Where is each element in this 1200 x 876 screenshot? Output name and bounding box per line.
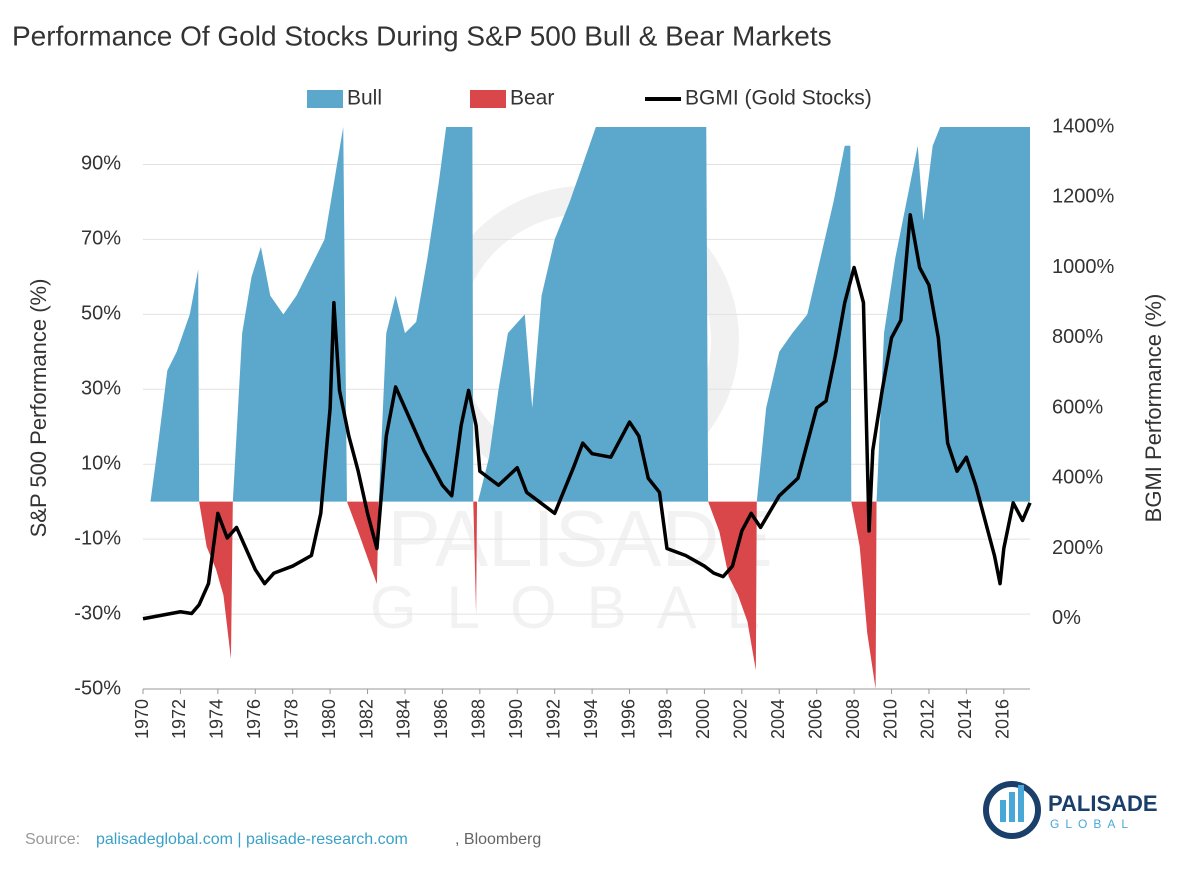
- logo-bar: [1000, 800, 1006, 822]
- y-tick-label: 90%: [81, 153, 121, 175]
- chart-title: Performance Of Gold Stocks During S&P 50…: [12, 20, 832, 51]
- source-prefix: Source:: [25, 831, 80, 848]
- logo-bar: [1018, 785, 1024, 822]
- line: [142, 213, 1032, 621]
- x-tick-label: 2006: [805, 699, 825, 739]
- x-tick-label: 2002: [731, 699, 751, 739]
- y-tick-label: -10%: [74, 527, 121, 549]
- x-tick-label: 1988: [469, 699, 489, 739]
- area: [150, 269, 200, 502]
- y-tick-label: 30%: [81, 378, 121, 400]
- legend-swatch: [307, 90, 343, 108]
- source-suffix: , Bloomberg: [455, 831, 541, 848]
- legend-label: Bear: [510, 87, 554, 110]
- x-tick-label: 1984: [394, 699, 414, 739]
- y2-axis-title: BGMI Performance (%): [1141, 294, 1166, 523]
- source-links[interactable]: palisadeglobal.com | palisade-research.c…: [96, 831, 408, 848]
- area: [756, 145, 852, 502]
- area: [199, 501, 233, 660]
- logo-bar: [1009, 792, 1015, 822]
- y2-tick-label: 600%: [1052, 396, 1103, 418]
- y2-tick-label: 0%: [1052, 607, 1081, 629]
- y2-tick-label: 800%: [1052, 326, 1103, 348]
- x-tick-label: 1982: [356, 699, 376, 739]
- y-tick-label: 50%: [81, 303, 121, 325]
- watermark-text: GLOBAL: [370, 574, 790, 641]
- y-tick-label: 70%: [81, 228, 121, 250]
- logo-name: PALISADE: [1048, 791, 1158, 816]
- x-tick-label: 1998: [656, 699, 676, 739]
- legend-label: Bull: [347, 87, 382, 110]
- x-tick-label: 2000: [693, 699, 713, 739]
- logo-sub: GLOBAL: [1050, 817, 1134, 831]
- x-tick-label: 2016: [993, 699, 1013, 739]
- x-tick-label: 1994: [581, 699, 601, 739]
- y-axis-title: S&P 500 Performance (%): [26, 279, 51, 538]
- x-tick-label: 1976: [244, 699, 264, 739]
- x-tick-label: 2004: [768, 699, 788, 739]
- area: [378, 127, 474, 502]
- area: [473, 501, 478, 615]
- y2-tick-label: 200%: [1052, 537, 1103, 559]
- y2-tick-label: 1000%: [1052, 256, 1114, 278]
- x-tick-label: 1978: [281, 699, 301, 739]
- y-tick-label: -30%: [74, 602, 121, 624]
- legend-label: BGMI (Gold Stocks): [685, 87, 872, 110]
- x-tick-label: 2014: [955, 699, 975, 739]
- x-tick-label: 1992: [543, 699, 563, 739]
- area: [232, 127, 347, 502]
- area: [708, 501, 757, 671]
- x-tick-label: 1970: [132, 699, 152, 739]
- x-tick-label: 2012: [918, 699, 938, 739]
- x-tick-label: 2008: [843, 699, 863, 739]
- area: [876, 127, 1030, 502]
- legend-swatch: [470, 90, 506, 108]
- x-tick-label: 1996: [618, 699, 638, 739]
- x-tick-label: 1974: [207, 699, 227, 739]
- area: [851, 501, 877, 689]
- x-tick-label: 1990: [506, 699, 526, 739]
- y2-tick-label: 400%: [1052, 467, 1103, 489]
- y-tick-label: -50%: [74, 677, 121, 699]
- x-tick-label: 1972: [169, 699, 189, 739]
- logo-ring: [983, 781, 1041, 839]
- x-tick-label: 1980: [319, 699, 339, 739]
- logo: PALISADE GLOBAL: [983, 781, 1158, 839]
- plot-area: [143, 127, 1030, 690]
- area: [477, 127, 709, 502]
- x-tick-label: 1986: [431, 699, 451, 739]
- y2-tick-label: 1200%: [1052, 186, 1114, 208]
- x-tick-label: 2010: [880, 699, 900, 739]
- y-tick-label: 10%: [81, 452, 121, 474]
- y2-tick-label: 1400%: [1052, 115, 1114, 137]
